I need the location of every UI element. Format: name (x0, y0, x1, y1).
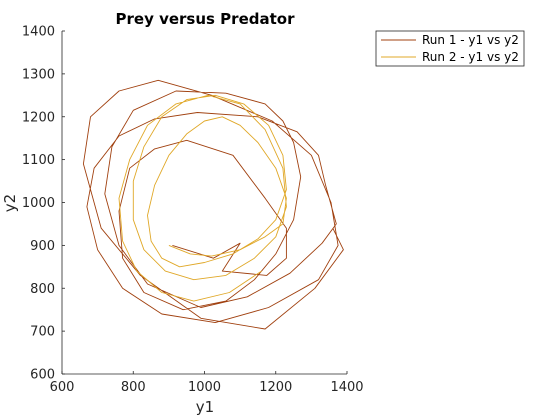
x-tick-label: 1400 (330, 380, 363, 395)
y-tick-label: 1000 (22, 196, 55, 211)
legend-label-run-2: Run 2 - y1 vs y2 (422, 50, 519, 64)
legend: Run 1 - y1 vs y2 Run 2 - y1 vs y2 (375, 30, 525, 67)
plot-area (82, 79, 344, 330)
y-tick-label: 1300 (22, 67, 55, 82)
chart-title: Prey versus Predator (116, 10, 296, 28)
legend-box (375, 30, 525, 67)
series-line-run-2 (118, 94, 287, 302)
x-tick-label: 600 (50, 380, 75, 395)
y-tick-label: 900 (30, 239, 55, 254)
y-tick-label: 800 (30, 282, 55, 297)
series-line-run-1 (82, 79, 344, 330)
y-axis-title: y2 (1, 194, 19, 212)
legend-label-run-1: Run 1 - y1 vs y2 (422, 33, 519, 47)
x-tick-label: 800 (121, 380, 146, 395)
x-axis-title: y1 (196, 398, 214, 416)
axes: 600 800 1000 1200 1400 600 700 800 900 1000 1100 12… (22, 25, 364, 396)
y-tick-label: 1100 (22, 153, 55, 168)
x-tick-label: 1000 (188, 380, 221, 395)
y-tick-label: 700 (30, 325, 55, 340)
x-tick-label: 1200 (259, 380, 292, 395)
y-tick-label: 1400 (22, 25, 55, 40)
y-tick-label: 1200 (22, 110, 55, 125)
y-tick-label: 600 (30, 368, 55, 383)
